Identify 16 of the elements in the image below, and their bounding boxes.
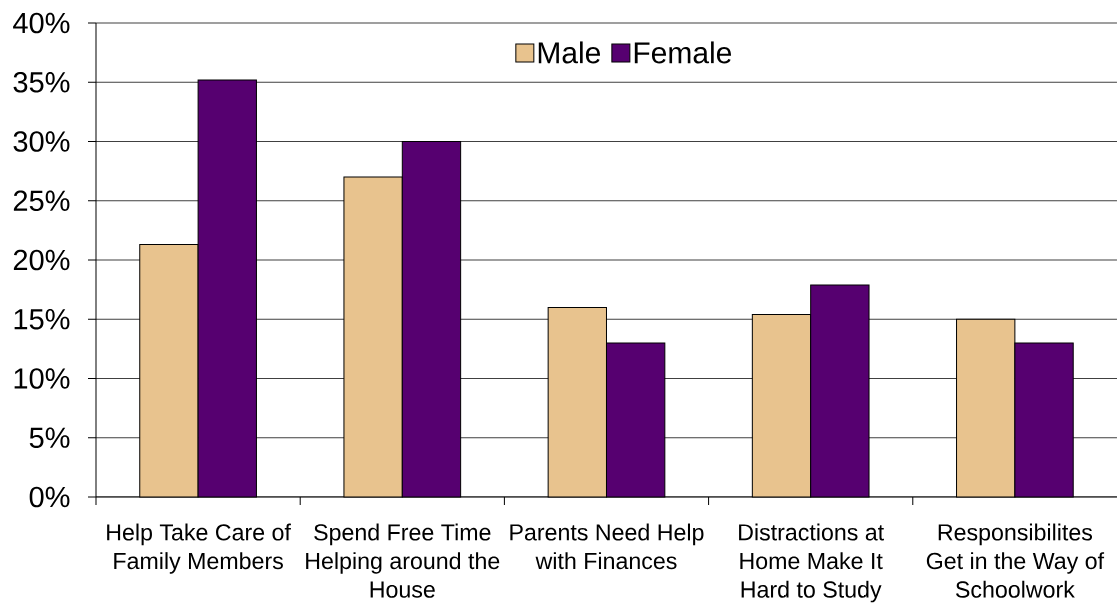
y-tick-label: 20% [13,249,70,271]
x-tick-label: Responsibilites Get in the Way of Schoolwork [926,523,1105,598]
y-tick-label: 15% [14,309,70,330]
y-tick-label: 30% [13,131,70,152]
y-tick-label: 40% [13,12,70,34]
x-tick-label: Spend Free Time Helping around the House [306,523,500,598]
y-tick-label: 35% [13,71,70,93]
legend-label: Female [634,41,732,64]
y-tick-label: 10% [14,368,70,389]
legend-label: Male [538,41,601,64]
y-tick-label: 0% [29,486,70,508]
x-tick-label: Distractions at Home Make It Hard to Study [739,523,884,603]
x-tick-label: Parents Need Help with Finances [510,523,704,570]
y-tick-label: 5% [29,427,70,448]
x-tick-label: Help Take Care of Family Members [107,523,291,574]
y-tick-label: 25% [13,190,70,212]
